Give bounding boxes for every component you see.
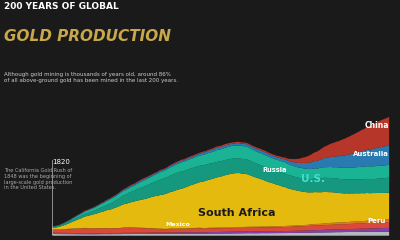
Text: U.S.: U.S. xyxy=(301,174,325,184)
Text: Mexico: Mexico xyxy=(166,222,191,227)
Text: Russia: Russia xyxy=(262,167,286,173)
Text: South Africa: South Africa xyxy=(198,208,276,218)
Text: 200 YEARS OF GLOBAL: 200 YEARS OF GLOBAL xyxy=(4,2,119,11)
Text: Peru: Peru xyxy=(367,217,385,223)
Text: Australia: Australia xyxy=(353,151,389,157)
Text: 1820: 1820 xyxy=(52,158,70,164)
Text: The California Gold Rush of
1848 was the beginning of
large-scale gold productio: The California Gold Rush of 1848 was the… xyxy=(4,168,72,190)
Text: GOLD PRODUCTION: GOLD PRODUCTION xyxy=(4,29,171,44)
Text: Although gold mining is thousands of years old, around 86%
of all above-ground g: Although gold mining is thousands of yea… xyxy=(4,72,178,83)
Text: China: China xyxy=(364,121,389,130)
